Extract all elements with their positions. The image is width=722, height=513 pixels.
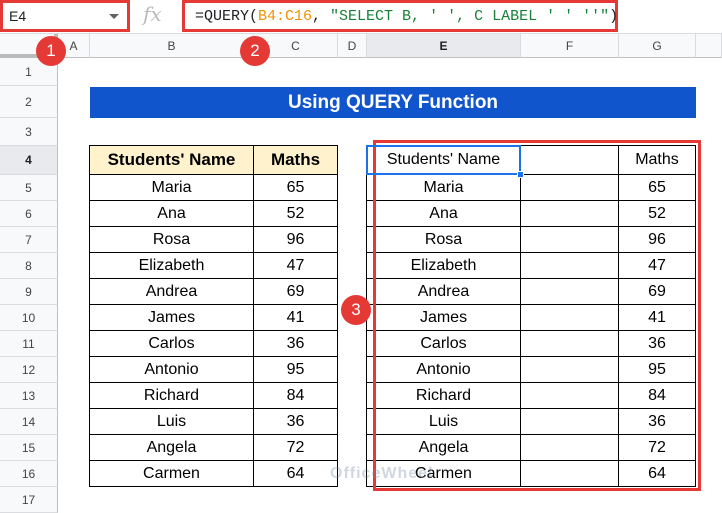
result-highlight-box xyxy=(373,140,701,491)
source-maths-cell[interactable]: 65 xyxy=(253,174,338,201)
column-header-B[interactable]: B xyxy=(90,34,254,58)
row-header-2[interactable]: 2 xyxy=(0,86,58,118)
row-header-15[interactable]: 15 xyxy=(0,435,58,461)
source-maths-cell[interactable]: 36 xyxy=(253,330,338,357)
source-maths-cell[interactable]: 69 xyxy=(253,278,338,305)
row-header-17[interactable]: 17 xyxy=(0,487,58,513)
row-header-5[interactable]: 5 xyxy=(0,175,58,201)
source-name-cell[interactable]: Rosa xyxy=(89,226,254,253)
source-maths-cell[interactable]: 72 xyxy=(253,434,338,461)
formula-sep: , xyxy=(312,8,331,25)
source-name-cell[interactable]: Elizabeth xyxy=(89,252,254,279)
fx-icon: fx xyxy=(143,2,162,26)
source-name-cell[interactable]: Antonio xyxy=(89,356,254,383)
formula-prefix: =QUERY( xyxy=(195,8,259,25)
formula-suffix: ) xyxy=(609,8,619,25)
source-maths-cell[interactable]: 64 xyxy=(253,460,338,487)
source-name-cell[interactable]: Angela xyxy=(89,434,254,461)
formula-bar[interactable]: =QUERY(B4:C16, "SELECT B, ' ', C LABEL '… xyxy=(182,0,618,32)
row-header-11[interactable]: 11 xyxy=(0,331,58,357)
badge-3: 3 xyxy=(341,295,371,325)
badge-1: 1 xyxy=(36,36,66,66)
column-header-D[interactable]: D xyxy=(338,34,367,58)
source-name-cell[interactable]: Maria xyxy=(89,174,254,201)
column-header-empty xyxy=(696,34,722,58)
row-header-10[interactable]: 10 xyxy=(0,305,58,331)
source-maths-cell[interactable]: 95 xyxy=(253,356,338,383)
source-name-cell[interactable]: Andrea xyxy=(89,278,254,305)
source-maths-cell[interactable]: 47 xyxy=(253,252,338,279)
column-header-G[interactable]: G xyxy=(619,34,696,58)
row-header-12[interactable]: 12 xyxy=(0,357,58,383)
result-header-name[interactable]: Students' Name xyxy=(366,145,521,175)
column-header-F[interactable]: F xyxy=(521,34,619,58)
row-header-3[interactable]: 3 xyxy=(0,118,58,146)
divider xyxy=(0,33,722,34)
badge-2: 2 xyxy=(240,36,270,66)
source-name-cell[interactable]: Carlos xyxy=(89,330,254,357)
source-name-cell[interactable]: Luis xyxy=(89,408,254,435)
row-header-7[interactable]: 7 xyxy=(0,227,58,253)
cell-reference: E4 xyxy=(9,8,27,24)
row-header-13[interactable]: 13 xyxy=(0,383,58,409)
source-name-cell[interactable]: Ana xyxy=(89,200,254,227)
watermark: OfficeWheel xyxy=(330,465,434,482)
result-maths-cell[interactable]: 64 xyxy=(618,460,696,487)
column-header-E[interactable]: E xyxy=(367,34,521,58)
source-maths-cell[interactable]: 84 xyxy=(253,382,338,409)
row-header-14[interactable]: 14 xyxy=(0,409,58,435)
source-name-cell[interactable]: Carmen xyxy=(89,460,254,487)
source-maths-cell[interactable]: 36 xyxy=(253,408,338,435)
sheet-title: Using QUERY Function xyxy=(90,87,696,118)
fill-handle[interactable] xyxy=(517,171,524,178)
row-header-4[interactable]: 4 xyxy=(0,146,58,175)
source-maths-cell[interactable]: 52 xyxy=(253,200,338,227)
row-header-6[interactable]: 6 xyxy=(0,201,58,227)
source-header-name[interactable]: Students' Name xyxy=(89,145,254,175)
source-name-cell[interactable]: Richard xyxy=(89,382,254,409)
source-header-maths[interactable]: Maths xyxy=(253,145,338,175)
row-header-16[interactable]: 16 xyxy=(0,461,58,487)
source-name-cell[interactable]: James xyxy=(89,304,254,331)
source-maths-cell[interactable]: 41 xyxy=(253,304,338,331)
name-box[interactable]: E4 xyxy=(0,0,130,32)
source-maths-cell[interactable]: 96 xyxy=(253,226,338,253)
formula-query: "SELECT B, ' ', C LABEL ' ' ''" xyxy=(330,8,610,25)
formula-range: B4:C16 xyxy=(258,8,313,25)
row-header-9[interactable]: 9 xyxy=(0,279,58,305)
row-header-8[interactable]: 8 xyxy=(0,253,58,279)
chevron-down-icon[interactable] xyxy=(109,14,119,19)
